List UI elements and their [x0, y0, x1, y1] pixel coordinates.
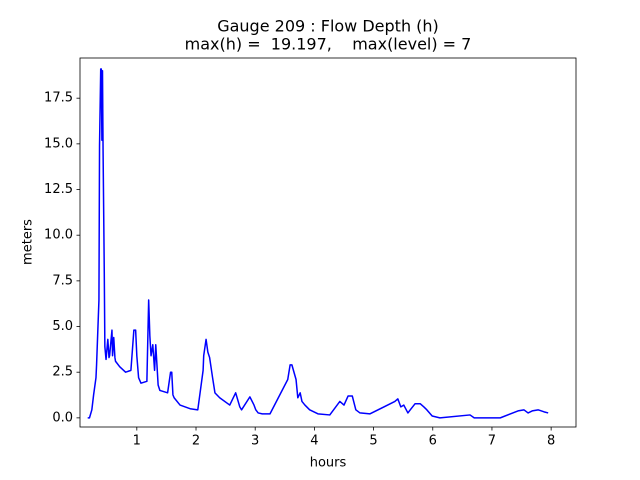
- y-tick-label: 12.5: [44, 182, 73, 197]
- y-tick-label: 2.5: [52, 365, 73, 380]
- y-tick-label: 17.5: [44, 91, 73, 106]
- plot-frame: [79, 57, 577, 428]
- x-tick-label: 7: [488, 434, 496, 449]
- y-tick-label: 0.0: [52, 410, 73, 425]
- data-line: [87, 68, 549, 419]
- y-tick-label: 5.0: [52, 319, 73, 334]
- x-tick-label: 5: [369, 434, 377, 449]
- y-tick-label: 10.0: [44, 228, 73, 243]
- x-tick-label: 1: [133, 434, 141, 449]
- chart-title: Gauge 209 : Flow Depth (h): [217, 17, 439, 36]
- x-axis-label: hours: [310, 456, 347, 471]
- x-tick-label: 4: [310, 434, 318, 449]
- x-tick-label: 6: [429, 434, 437, 449]
- chart-subtitle: max(h) = 19.197, max(level) = 7: [185, 35, 472, 54]
- y-axis-label: meters: [21, 219, 36, 265]
- x-tick-label: 3: [251, 434, 259, 449]
- y-tick-label: 7.5: [52, 273, 73, 288]
- x-tick-label: 8: [547, 434, 555, 449]
- x-tick-label: 2: [192, 434, 200, 449]
- y-tick-label: 15.0: [44, 136, 73, 151]
